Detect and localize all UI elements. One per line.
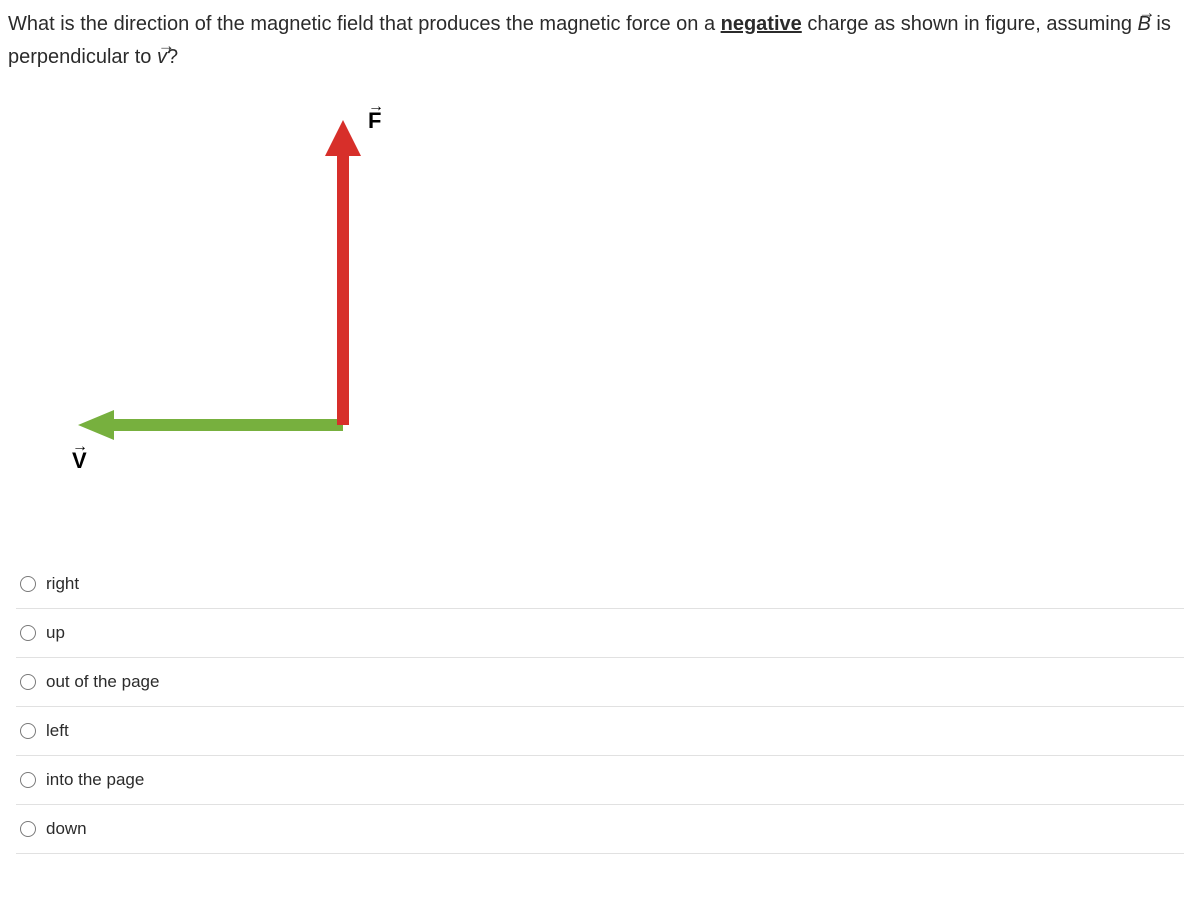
question-post1: charge as shown in figure, assuming: [802, 13, 1138, 35]
option-into-page[interactable]: into the page: [16, 756, 1184, 805]
options-list: right up out of the page left into the p…: [8, 560, 1192, 854]
diagram: →F→V: [38, 80, 438, 520]
question-text: What is the direction of the magnetic fi…: [8, 8, 1192, 74]
vector-B: →B: [1138, 8, 1151, 41]
option-label: down: [46, 819, 87, 839]
option-left[interactable]: left: [16, 707, 1184, 756]
option-right[interactable]: right: [16, 560, 1184, 609]
option-label: right: [46, 574, 79, 594]
question-emph: negative: [721, 13, 802, 35]
svg-text:F: F: [368, 108, 381, 133]
radio-icon: [20, 625, 36, 641]
option-label: left: [46, 721, 69, 741]
svg-text:V: V: [72, 448, 87, 473]
option-label: up: [46, 623, 65, 643]
option-label: into the page: [46, 770, 144, 790]
option-label: out of the page: [46, 672, 159, 692]
vector-v: →v: [157, 41, 167, 74]
radio-icon: [20, 821, 36, 837]
radio-icon: [20, 576, 36, 592]
radio-icon: [20, 772, 36, 788]
option-out-of-page[interactable]: out of the page: [16, 658, 1184, 707]
radio-icon: [20, 723, 36, 739]
radio-icon: [20, 674, 36, 690]
question-pre: What is the direction of the magnetic fi…: [8, 13, 721, 35]
option-down[interactable]: down: [16, 805, 1184, 854]
option-up[interactable]: up: [16, 609, 1184, 658]
